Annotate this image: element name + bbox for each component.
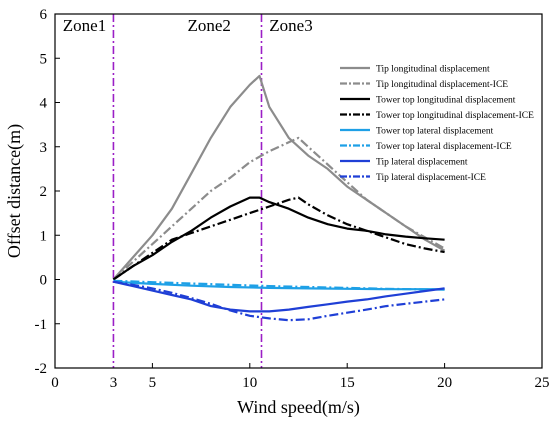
- zone-label: Zone2: [187, 16, 230, 35]
- y-tick-label: 2: [40, 184, 48, 200]
- x-tick-label: 5: [149, 375, 157, 391]
- y-axis-title: Offset distance(m): [4, 124, 25, 258]
- x-tick-label: 0: [51, 375, 59, 391]
- y-tick-label: 5: [40, 51, 48, 67]
- legend-entry-label: Tower top longitudinal displacement-ICE: [376, 111, 534, 121]
- y-tick-label: 3: [40, 140, 48, 156]
- x-tick-label: 15: [340, 375, 355, 391]
- y-tick-label: 6: [40, 7, 48, 23]
- y-tick-label: 0: [40, 273, 48, 289]
- legend-entry-label: Tip longitudinal displacement-ICE: [376, 80, 508, 90]
- legend-entry-label: Tip longitudinal displacement: [376, 65, 490, 75]
- x-axis-title: Wind speed(m/s): [237, 397, 360, 418]
- series-line: [113, 279, 445, 291]
- y-tick-label: 1: [40, 228, 48, 244]
- series-line: [112, 74, 446, 281]
- x-tick-label: 20: [437, 375, 452, 391]
- y-tick-label: -1: [35, 317, 48, 333]
- y-tick-label: 4: [40, 96, 48, 112]
- x-tick-label: 10: [242, 375, 257, 391]
- x-tick-label: 25: [535, 375, 550, 391]
- legend-entry-label: Tower top lateral displacement: [376, 127, 494, 137]
- y-tick-label: -2: [35, 361, 48, 377]
- legend-entry-label: Tower top longitudinal displacement: [376, 96, 516, 106]
- series-line: [113, 280, 445, 322]
- series-line: [112, 136, 446, 281]
- series-line: [112, 196, 445, 281]
- zone-label: Zone3: [269, 16, 312, 35]
- legend-entry-label: Tower top lateral displacement-ICE: [376, 142, 512, 152]
- series-line: [113, 280, 445, 313]
- series-line: [112, 196, 445, 281]
- legend-entry-label: Tip lateral displacement: [376, 158, 468, 168]
- legend-entry-label: Tip lateral displacement-ICE: [376, 173, 486, 183]
- x-tick-label: 3: [110, 375, 118, 391]
- zone-label: Zone1: [63, 16, 106, 35]
